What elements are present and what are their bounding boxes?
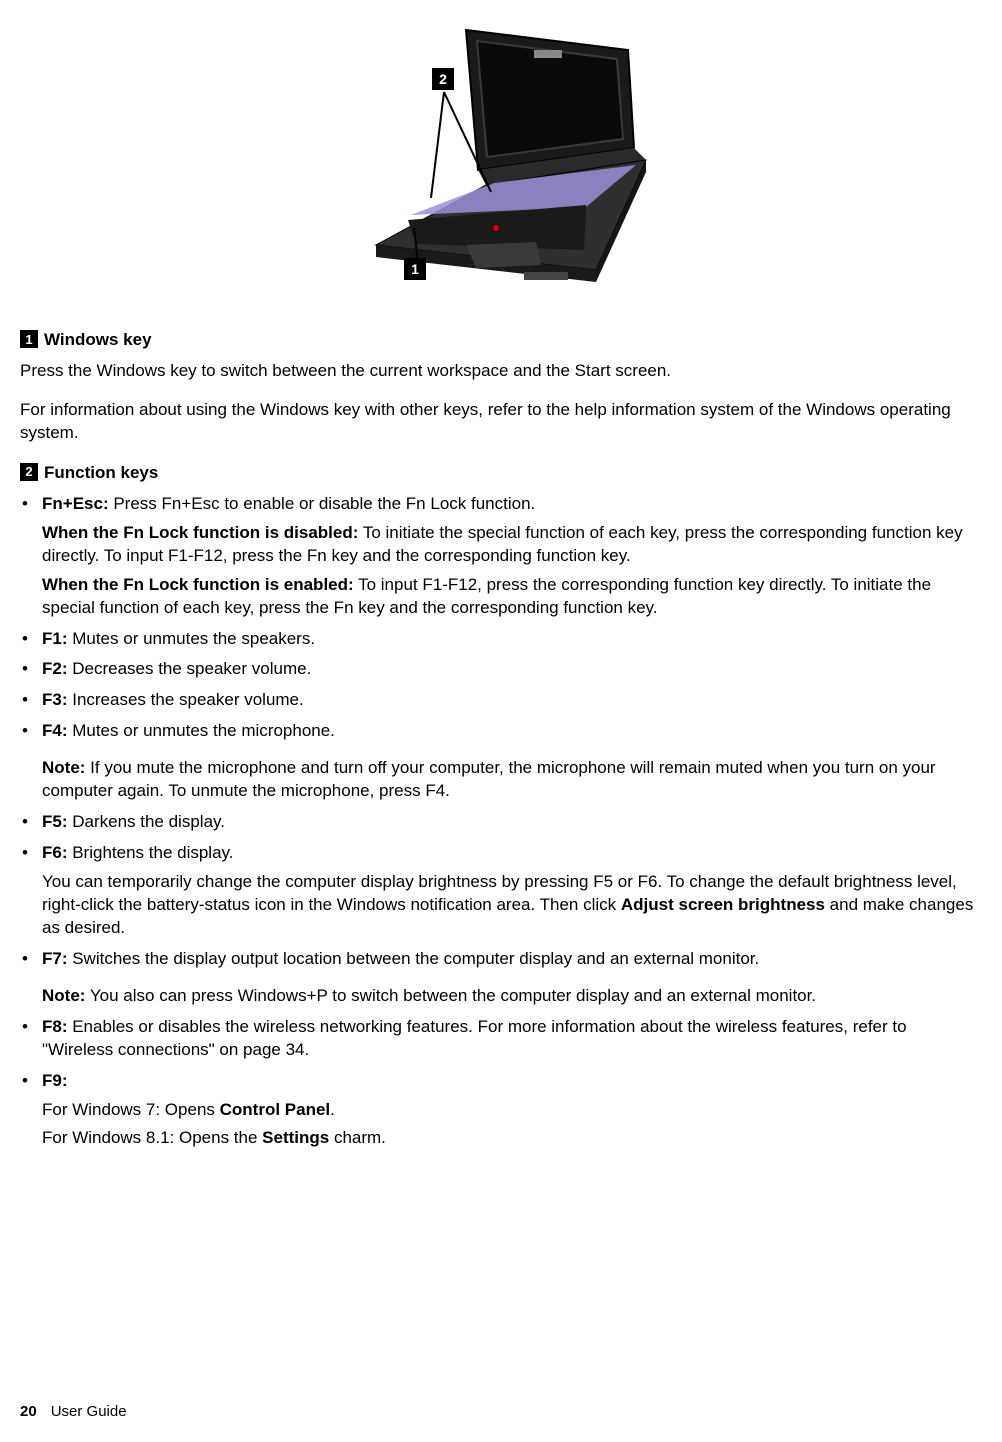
page-number: 20 bbox=[20, 1403, 37, 1420]
page-footer: 20 User Guide bbox=[20, 1403, 127, 1420]
doc-title: User Guide bbox=[51, 1403, 127, 1420]
item-f3: F3: Increases the speaker volume. bbox=[20, 689, 982, 712]
heading-windows-key: 1 Windows key bbox=[20, 330, 982, 350]
f3-text: Increases the speaker volume. bbox=[68, 690, 304, 709]
fn-lock-enabled: When the Fn Lock function is enabled: To… bbox=[42, 574, 982, 620]
item-f8: F8: Enables or disables the wireless net… bbox=[20, 1016, 982, 1062]
figure-callout-2: 2 bbox=[432, 68, 454, 90]
f5-label: F5: bbox=[42, 812, 68, 831]
item-f2: F2: Decreases the speaker volume. bbox=[20, 658, 982, 681]
windows-key-p1: Press the Windows key to switch between … bbox=[20, 360, 982, 383]
f4-label: F4: bbox=[42, 721, 68, 740]
f9-line1-pre: For Windows 7: Opens bbox=[42, 1100, 220, 1119]
fn-esc-text: Press Fn+Esc to enable or disable the Fn… bbox=[109, 494, 536, 513]
callout-badge-2: 2 bbox=[20, 463, 38, 481]
item-f6: F6: Brightens the display. You can tempo… bbox=[20, 842, 982, 940]
item-f1: F1: Mutes or unmutes the speakers. bbox=[20, 628, 982, 651]
f8-text: Enables or disables the wireless network… bbox=[42, 1017, 907, 1059]
fn-esc-label: Fn+Esc: bbox=[42, 494, 109, 513]
f5-text: Darkens the display. bbox=[68, 812, 225, 831]
windows-key-p2: For information about using the Windows … bbox=[20, 399, 982, 445]
f9-line2-pre: For Windows 8.1: Opens the bbox=[42, 1128, 262, 1147]
heading-windows-key-text: Windows key bbox=[44, 330, 152, 350]
f3-label: F3: bbox=[42, 690, 68, 709]
f9-line1-bold: Control Panel bbox=[220, 1100, 331, 1119]
f4-text: Mutes or unmutes the microphone. bbox=[68, 721, 335, 740]
f9-label: F9: bbox=[42, 1071, 68, 1090]
f1-label: F1: bbox=[42, 629, 68, 648]
f7-text: Switches the display output location bet… bbox=[68, 949, 760, 968]
f2-text: Decreases the speaker volume. bbox=[68, 659, 312, 678]
item-f5: F5: Darkens the display. bbox=[20, 811, 982, 834]
f9-line2-bold: Settings bbox=[262, 1128, 329, 1147]
f2-label: F2: bbox=[42, 659, 68, 678]
f6-extra-bold: Adjust screen brightness bbox=[621, 895, 825, 914]
f4-note: Note: If you mute the microphone and tur… bbox=[42, 757, 982, 803]
f9-line1-post: . bbox=[330, 1100, 335, 1119]
f6-label: F6: bbox=[42, 843, 68, 862]
f6-extra: You can temporarily change the computer … bbox=[42, 871, 982, 940]
item-f4: F4: Mutes or unmutes the microphone. Not… bbox=[20, 720, 982, 803]
function-keys-list: Fn+Esc: Press Fn+Esc to enable or disabl… bbox=[20, 493, 982, 1151]
f9-line1: For Windows 7: Opens Control Panel. bbox=[42, 1099, 982, 1122]
fn-lock-disabled: When the Fn Lock function is disabled: T… bbox=[42, 522, 982, 568]
f6-text: Brightens the display. bbox=[68, 843, 234, 862]
f4-note-label: Note: bbox=[42, 758, 85, 777]
f7-note-text: You also can press Windows+P to switch b… bbox=[85, 986, 816, 1005]
figure-callout-1: 1 bbox=[404, 258, 426, 280]
f8-label: F8: bbox=[42, 1017, 68, 1036]
laptop-figure: 2 1 bbox=[20, 20, 982, 300]
f7-label: F7: bbox=[42, 949, 68, 968]
laptop-illustration: 2 1 bbox=[336, 20, 666, 300]
callout-badge-1: 1 bbox=[20, 330, 38, 348]
f1-text: Mutes or unmutes the speakers. bbox=[68, 629, 316, 648]
fn-lock-disabled-label: When the Fn Lock function is disabled: bbox=[42, 523, 358, 542]
f7-note-label: Note: bbox=[42, 986, 85, 1005]
f9-line2: For Windows 8.1: Opens the Settings char… bbox=[42, 1127, 982, 1150]
heading-function-keys-text: Function keys bbox=[44, 463, 158, 483]
f4-note-text: If you mute the microphone and turn off … bbox=[42, 758, 936, 800]
item-fn-esc: Fn+Esc: Press Fn+Esc to enable or disabl… bbox=[20, 493, 982, 620]
page-container: 2 1 1 Windows key Press the Windows key … bbox=[0, 0, 1002, 1442]
f7-note: Note: You also can press Windows+P to sw… bbox=[42, 985, 982, 1008]
item-f7: F7: Switches the display output location… bbox=[20, 948, 982, 1008]
item-f9: F9: For Windows 7: Opens Control Panel. … bbox=[20, 1070, 982, 1151]
laptop-svg bbox=[336, 20, 666, 300]
fn-lock-enabled-label: When the Fn Lock function is enabled: bbox=[42, 575, 354, 594]
f9-line2-post: charm. bbox=[329, 1128, 386, 1147]
heading-function-keys: 2 Function keys bbox=[20, 463, 982, 483]
